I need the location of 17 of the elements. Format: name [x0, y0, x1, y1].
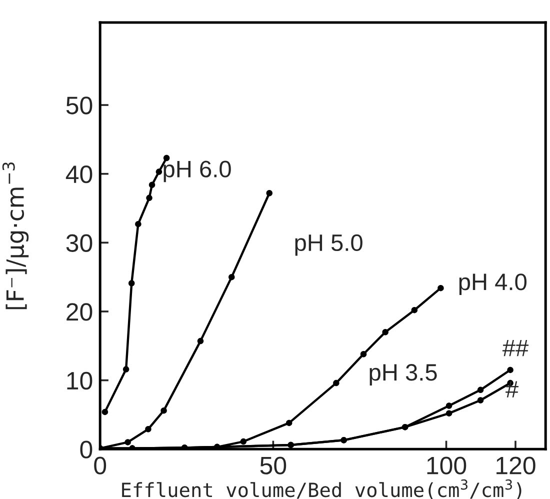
y-tick-label: 20: [66, 303, 92, 321]
series-label: ##: [502, 340, 528, 356]
y-tick-label: 40: [66, 165, 92, 184]
y-axis-title: [F⁻]/μg·cm$^{−3}$: [2, 162, 29, 310]
annotation: pH 3.5: [370, 364, 437, 386]
y-tick-label: 30: [66, 234, 92, 252]
x-tick-label: 0: [94, 456, 106, 474]
x-tick-label: 50: [260, 456, 286, 474]
series-label: #: [506, 381, 518, 398]
series-label: pH 6.0: [164, 160, 231, 182]
series-label: pH 4.0: [459, 274, 526, 295]
y-tick-label: 50: [66, 96, 92, 114]
series-label: pH 5.0: [295, 234, 362, 256]
x-tick-label: 100: [427, 456, 466, 474]
y-tick-label: 10: [67, 372, 92, 390]
x-tick-label: 120: [496, 456, 536, 474]
y-tick-label: 0: [80, 440, 92, 458]
